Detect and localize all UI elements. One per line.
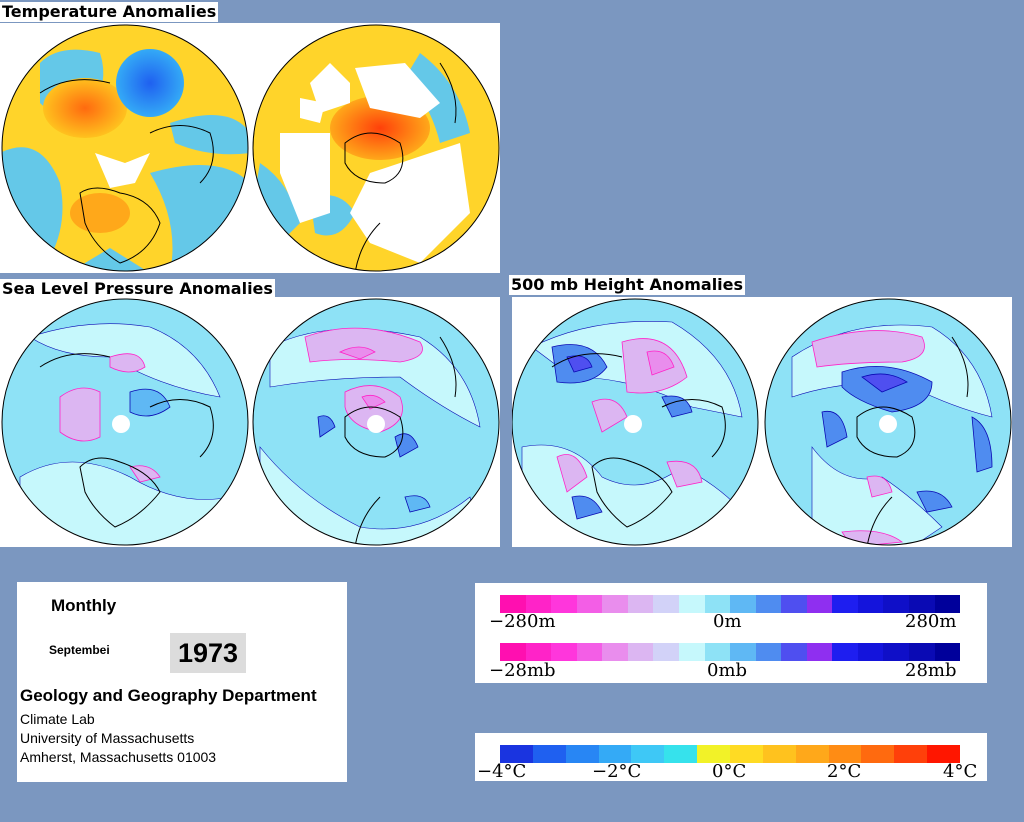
pressure-swatch xyxy=(857,643,884,661)
pressure-swatch xyxy=(500,643,526,661)
height-swatch xyxy=(781,595,807,613)
temperature-swatch xyxy=(861,745,895,763)
temperature-swatch xyxy=(730,745,763,763)
pressure-swatch xyxy=(832,643,858,661)
height-pressure-legend: −280m 0m 280m −28mb 0mb 28mb xyxy=(475,583,987,683)
pressure-mid-label: 0mb xyxy=(707,660,748,681)
height-panel xyxy=(512,297,1012,547)
temperature-title: Temperature Anomalies xyxy=(0,2,219,22)
pressure-swatch xyxy=(678,643,705,661)
pressure-swatch xyxy=(883,643,909,661)
pressure-swatch xyxy=(704,643,731,661)
height-title: 500 mb Height Anomalies xyxy=(509,275,746,295)
pressure-swatch xyxy=(806,643,833,661)
temp-label-0: 0°C xyxy=(712,761,747,782)
temp-label-4: 4°C xyxy=(943,761,978,782)
temperature-swatch xyxy=(631,745,665,763)
temperature-legend: −4°C −2°C 0°C 2°C 4°C xyxy=(475,733,987,782)
height-swatch xyxy=(678,595,705,613)
pressure-swatch xyxy=(653,643,679,661)
pressure-min-label: −28mb xyxy=(489,660,556,681)
height-maps xyxy=(512,298,1012,546)
height-swatch xyxy=(857,595,884,613)
height-swatch xyxy=(500,595,526,613)
pressure-swatch xyxy=(627,643,654,661)
height-south-map xyxy=(765,299,1011,545)
height-swatch xyxy=(704,595,731,613)
temp-label-2: 2°C xyxy=(827,761,862,782)
temp-label-minus2: −2°C xyxy=(592,761,642,782)
height-swatch xyxy=(730,595,756,613)
height-swatch xyxy=(627,595,654,613)
height-swatch xyxy=(525,595,552,613)
slp-panel xyxy=(0,297,500,547)
height-swatch xyxy=(602,595,628,613)
period-label: Monthly xyxy=(51,596,117,615)
info-line-university: University of Massachusetts xyxy=(20,730,195,746)
info-box: Monthly Septembei 1973 Geology and Geogr… xyxy=(17,582,347,782)
pressure-swatch xyxy=(730,643,756,661)
temperature-swatch xyxy=(828,745,862,763)
info-line-address: Amherst, Massachusetts 01003 xyxy=(20,749,217,765)
pressure-swatch xyxy=(934,643,961,661)
pressure-swatch xyxy=(525,643,552,661)
temperature-swatch xyxy=(795,745,829,763)
temperature-swatch xyxy=(894,745,928,763)
pressure-max-label: 28mb xyxy=(905,660,957,681)
month-label: Septembei xyxy=(49,643,110,657)
department-label: Geology and Geography Department xyxy=(20,686,317,705)
pressure-colorbar xyxy=(500,643,961,661)
height-swatch xyxy=(551,595,577,613)
temp-label-minus4: −4°C xyxy=(477,761,527,782)
pressure-swatch xyxy=(602,643,628,661)
height-swatch xyxy=(755,595,782,613)
height-swatch xyxy=(832,595,858,613)
temperature-colorbar xyxy=(500,745,961,763)
temperature-panel xyxy=(0,23,500,273)
height-swatch xyxy=(883,595,909,613)
height-swatch xyxy=(934,595,961,613)
temperature-swatch xyxy=(697,745,731,763)
height-swatch xyxy=(806,595,833,613)
height-max-label: 280m xyxy=(905,611,957,632)
temperature-swatch xyxy=(664,745,698,763)
pressure-swatch xyxy=(909,643,935,661)
temperature-swatch xyxy=(762,745,796,763)
height-north-map xyxy=(512,299,758,545)
height-swatch xyxy=(909,595,935,613)
height-swatch xyxy=(653,595,679,613)
height-mid-label: 0m xyxy=(713,611,742,632)
temperature-swatch xyxy=(565,745,599,763)
year-label: 1973 xyxy=(170,633,246,673)
height-swatch xyxy=(576,595,603,613)
info-line-lab: Climate Lab xyxy=(20,711,95,727)
temperature-north-map xyxy=(2,25,248,271)
temperature-swatch xyxy=(500,745,533,763)
slp-maps xyxy=(1,298,500,546)
temperature-swatch xyxy=(598,745,632,763)
pressure-swatch xyxy=(576,643,603,661)
pressure-swatch xyxy=(781,643,807,661)
temperature-swatch xyxy=(532,745,566,763)
height-min-label: −280m xyxy=(489,611,556,632)
height-colorbar xyxy=(500,595,961,613)
temperature-south-map xyxy=(253,25,499,271)
pressure-swatch xyxy=(755,643,782,661)
slp-title: Sea Level Pressure Anomalies xyxy=(0,279,275,299)
temperature-maps xyxy=(1,24,500,272)
temperature-swatch xyxy=(927,745,961,763)
pressure-swatch xyxy=(551,643,577,661)
slp-north-map xyxy=(2,299,248,545)
slp-south-map xyxy=(253,299,499,545)
